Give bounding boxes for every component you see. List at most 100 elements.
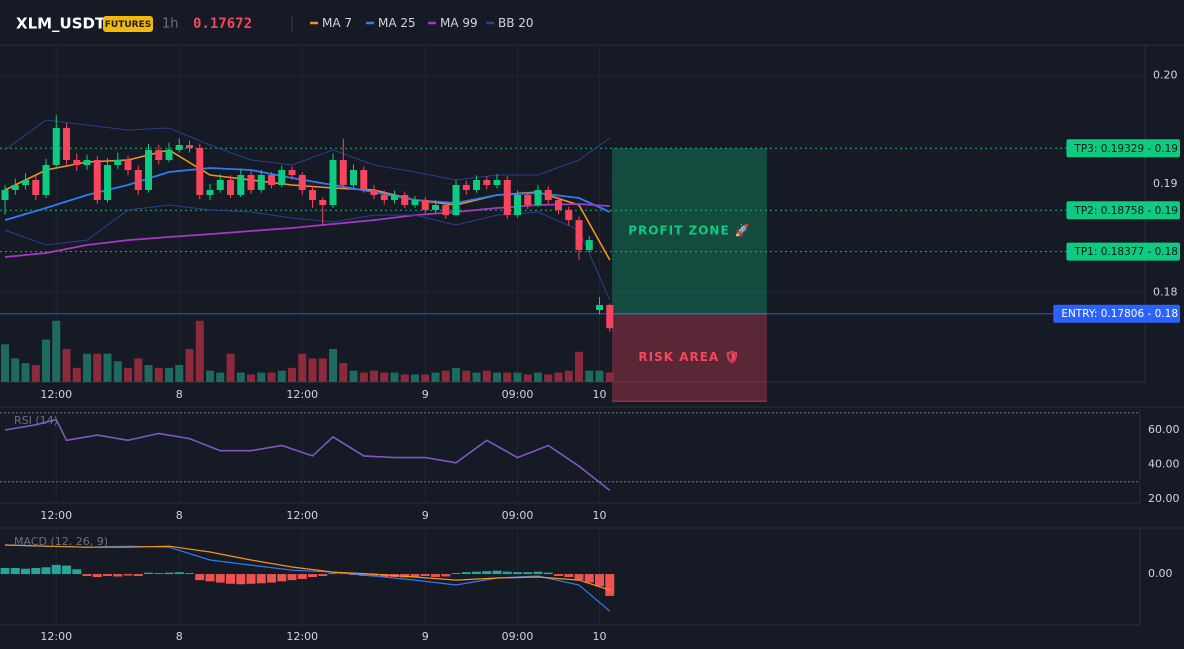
volume-bar	[513, 372, 522, 382]
macd-hist	[277, 574, 287, 582]
macd-hist	[205, 574, 215, 582]
macd-hist	[451, 573, 461, 575]
candle-body	[175, 145, 183, 151]
macd-hist	[554, 574, 564, 577]
legend-label: MA 7	[322, 16, 352, 30]
candle-body	[134, 170, 142, 190]
x-tick-label: 12:00	[40, 630, 72, 643]
candle-body	[237, 174, 245, 195]
x-tick-label: 09:00	[502, 630, 534, 643]
macd-hist	[195, 574, 205, 581]
volume-bar	[175, 365, 184, 382]
x-tick-label: 9	[422, 630, 429, 643]
macd-hist	[113, 574, 123, 577]
level-label: ENTRY: 0.17806 - 0.18	[1061, 308, 1178, 320]
volume-bar	[83, 353, 92, 382]
volume-bar	[134, 358, 143, 382]
volume-bar	[421, 374, 430, 382]
macd-hist	[543, 572, 553, 575]
volume-bar	[288, 367, 297, 382]
candle-body	[186, 145, 194, 148]
symbol: XLM_USDT	[16, 15, 106, 33]
macd-hist	[10, 568, 20, 575]
macd-hist	[441, 574, 451, 577]
candle-body	[350, 170, 358, 185]
macd-hist	[482, 571, 492, 575]
candle-body	[524, 194, 532, 205]
y-tick-label: 40.00	[1148, 457, 1180, 470]
volume-bar	[206, 370, 215, 382]
macd-hist	[226, 574, 236, 584]
level-tag	[1066, 201, 1180, 220]
x-tick-label: 12:00	[40, 509, 72, 522]
candle-body	[206, 189, 214, 195]
candle-body	[493, 179, 501, 185]
candle-body	[442, 204, 450, 216]
macd-hist	[308, 574, 318, 577]
interval: 1h	[162, 17, 179, 32]
candle-body	[432, 204, 440, 210]
macd-hist	[164, 572, 174, 575]
volume-bar	[534, 372, 543, 382]
candle-body	[114, 160, 122, 166]
candle-body	[483, 179, 491, 185]
candle-body	[52, 127, 60, 166]
y-tick-label: 0.00	[1148, 567, 1173, 580]
volume-bar	[42, 339, 51, 382]
volume-bar	[411, 374, 420, 382]
candle-body	[360, 170, 368, 190]
candle-body	[473, 179, 481, 190]
bb-upper	[4, 119, 611, 181]
level-label: TP3: 0.19329 - 0.19	[1073, 143, 1178, 155]
volume-bar	[103, 353, 112, 382]
candle-body	[257, 174, 265, 190]
macd-hist	[605, 574, 615, 596]
level-label: TP2: 0.18758 - 0.19	[1073, 205, 1178, 217]
macd-hist	[256, 574, 266, 584]
macd-hist	[472, 571, 482, 575]
volume-bar	[113, 361, 122, 382]
macd-hist	[461, 572, 471, 575]
x-tick-label: 12:00	[286, 630, 318, 643]
volume-bar	[482, 370, 491, 382]
macd-hist	[215, 574, 225, 583]
candle-body	[534, 189, 542, 205]
x-tick-label: 10	[593, 630, 607, 643]
candle-body	[380, 194, 388, 200]
macd-hist	[21, 568, 31, 575]
macd-hist	[513, 572, 523, 575]
volume-bar	[585, 370, 594, 382]
header: XLM_USDT FUTURES 1h 0.17672 MA 7 MA 25 MA …	[16, 15, 534, 33]
x-tick-label: 10	[593, 388, 607, 401]
volume-bar	[267, 372, 276, 382]
volume-bar	[226, 353, 235, 382]
candle-body	[401, 194, 409, 205]
candle-body	[93, 160, 101, 200]
candle-body	[216, 179, 224, 190]
volume-bar	[21, 363, 30, 382]
badge-bg	[103, 16, 153, 32]
candle-body	[278, 170, 286, 185]
candle-body	[514, 194, 522, 216]
macd-hist	[533, 571, 543, 575]
macd-hist	[92, 574, 102, 577]
volume-bar	[62, 349, 71, 382]
macd-hist	[297, 574, 307, 579]
candle-body	[155, 150, 163, 161]
macd-hist	[584, 574, 594, 583]
candle-body	[339, 160, 347, 185]
volume-bar	[31, 365, 40, 382]
candle-body	[544, 189, 552, 200]
macd-hist	[123, 574, 133, 576]
volume-bar	[247, 374, 256, 382]
macd-hist	[133, 574, 143, 577]
macd-hist	[62, 565, 72, 575]
candle-body	[421, 199, 429, 210]
volume-bar	[493, 372, 502, 382]
candle-body	[32, 179, 40, 195]
zone	[612, 313, 767, 402]
candle-body	[606, 304, 614, 329]
legend-label: MA 25	[378, 16, 416, 30]
